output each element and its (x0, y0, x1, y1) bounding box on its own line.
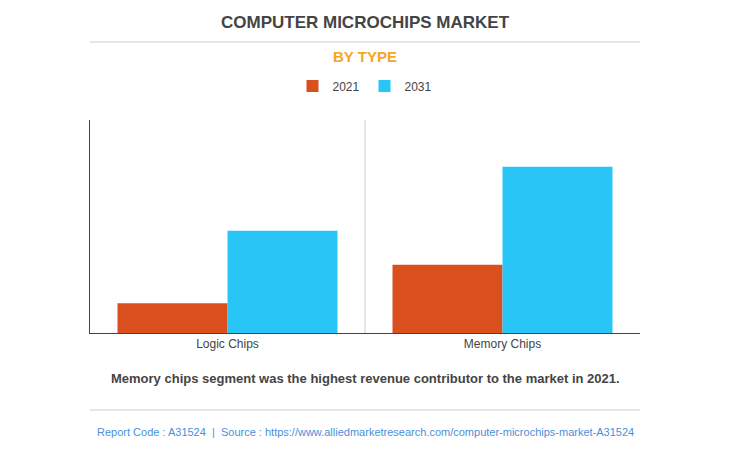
svg-text:COMPUTER MICROCHIPS MARKET: COMPUTER MICROCHIPS MARKET (221, 13, 510, 32)
svg-text:Logic Chips: Logic Chips (196, 337, 259, 351)
svg-text:2021: 2021 (333, 80, 360, 94)
svg-text:2031: 2031 (405, 80, 432, 94)
svg-text:Memory Chips: Memory Chips (464, 337, 541, 351)
svg-text:BY TYPE: BY TYPE (333, 48, 397, 65)
svg-text:Report Code : A31524 | Sourc: Report Code : A31524 | Source : https://… (97, 426, 634, 438)
svg-text:Memory chips segment was the h: Memory chips segment was the highest rev… (111, 371, 620, 386)
